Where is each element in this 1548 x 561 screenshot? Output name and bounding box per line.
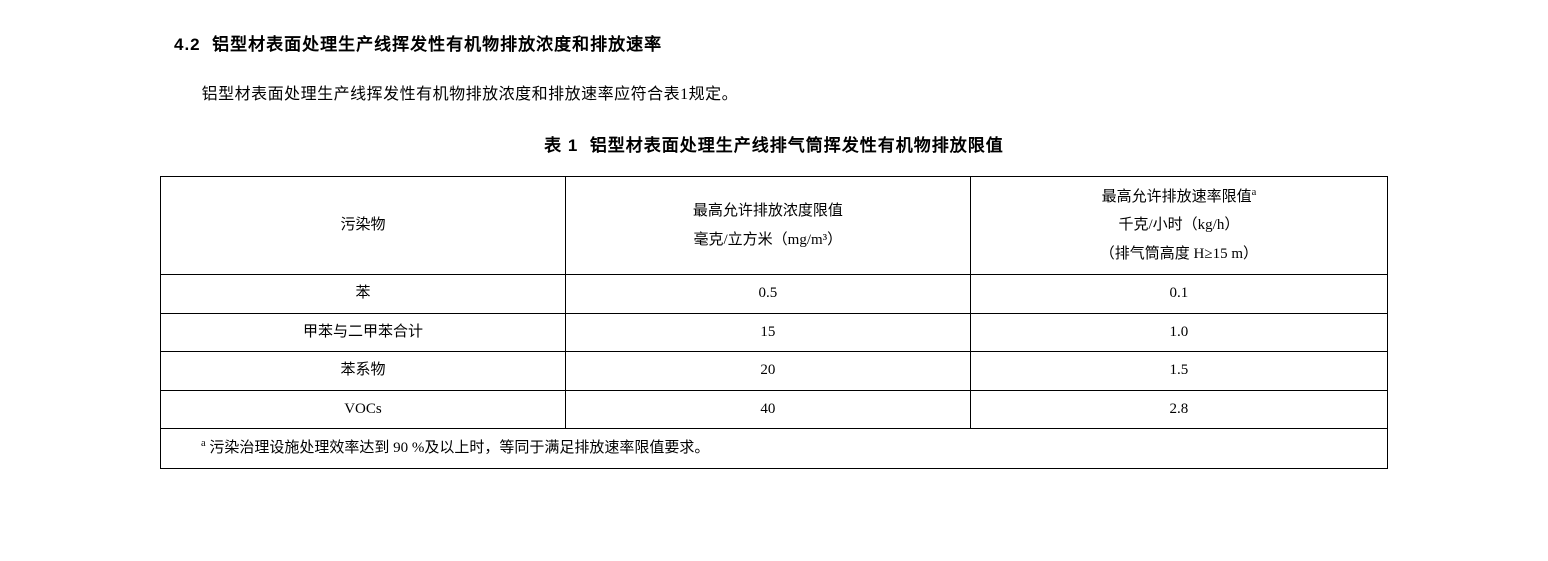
header-rate-line1: 最高允许排放速率限值a [981, 183, 1377, 212]
header-pollutant: 污染物 [161, 176, 566, 275]
table-footnote-row: a 污染治理设施处理效率达到 90 %及以上时，等同于满足排放速率限值要求。 [161, 429, 1388, 469]
section-heading: 4.2 铝型材表面处理生产线挥发性有机物排放浓度和排放速率 [174, 30, 1388, 61]
cell-pollutant: 甲苯与二甲苯合计 [161, 313, 566, 352]
header-rate-line3: （排气筒高度 H≥15 m） [981, 240, 1377, 269]
table-row: 甲苯与二甲苯合计 15 1.0 [161, 313, 1388, 352]
table-row: VOCs 40 2.8 [161, 390, 1388, 429]
cell-rate: 0.1 [970, 275, 1387, 314]
header-rate-sup: a [1252, 187, 1257, 198]
header-rate: 最高允许排放速率限值a 千克/小时（kg/h） （排气筒高度 H≥15 m） [970, 176, 1387, 275]
intro-paragraph: 铝型材表面处理生产线挥发性有机物排放浓度和排放速率应符合表1规定。 [160, 81, 1388, 110]
header-conc-line2: 毫克/立方米（mg/m³） [576, 226, 960, 255]
cell-pollutant: 苯 [161, 275, 566, 314]
header-pollutant-text: 污染物 [171, 211, 555, 240]
section-number: 4.2 [174, 35, 201, 54]
footnote-text: 污染治理设施处理效率达到 90 %及以上时，等同于满足排放速率限值要求。 [206, 440, 710, 456]
table-header-row: 污染物 最高允许排放浓度限值 毫克/立方米（mg/m³） 最高允许排放速率限值a… [161, 176, 1388, 275]
table-row: 苯系物 20 1.5 [161, 352, 1388, 391]
header-conc: 最高允许排放浓度限值 毫克/立方米（mg/m³） [565, 176, 970, 275]
table-caption-title: 铝型材表面处理生产线排气筒挥发性有机物排放限值 [590, 136, 1004, 155]
footnote-cell: a 污染治理设施处理效率达到 90 %及以上时，等同于满足排放速率限值要求。 [161, 429, 1388, 469]
section-title: 铝型材表面处理生产线挥发性有机物排放浓度和排放速率 [212, 35, 662, 54]
cell-conc: 0.5 [565, 275, 970, 314]
header-rate-line2: 千克/小时（kg/h） [981, 211, 1377, 240]
cell-conc: 20 [565, 352, 970, 391]
table-row: 苯 0.5 0.1 [161, 275, 1388, 314]
cell-pollutant: 苯系物 [161, 352, 566, 391]
emission-limits-table: 污染物 最高允许排放浓度限值 毫克/立方米（mg/m³） 最高允许排放速率限值a… [160, 176, 1388, 469]
table-caption-label: 表 1 [544, 136, 578, 155]
header-conc-line1: 最高允许排放浓度限值 [576, 197, 960, 226]
cell-rate: 1.5 [970, 352, 1387, 391]
cell-conc: 40 [565, 390, 970, 429]
table-caption: 表 1 铝型材表面处理生产线排气筒挥发性有机物排放限值 [160, 131, 1388, 162]
cell-conc: 15 [565, 313, 970, 352]
cell-rate: 1.0 [970, 313, 1387, 352]
cell-pollutant: VOCs [161, 390, 566, 429]
cell-rate: 2.8 [970, 390, 1387, 429]
